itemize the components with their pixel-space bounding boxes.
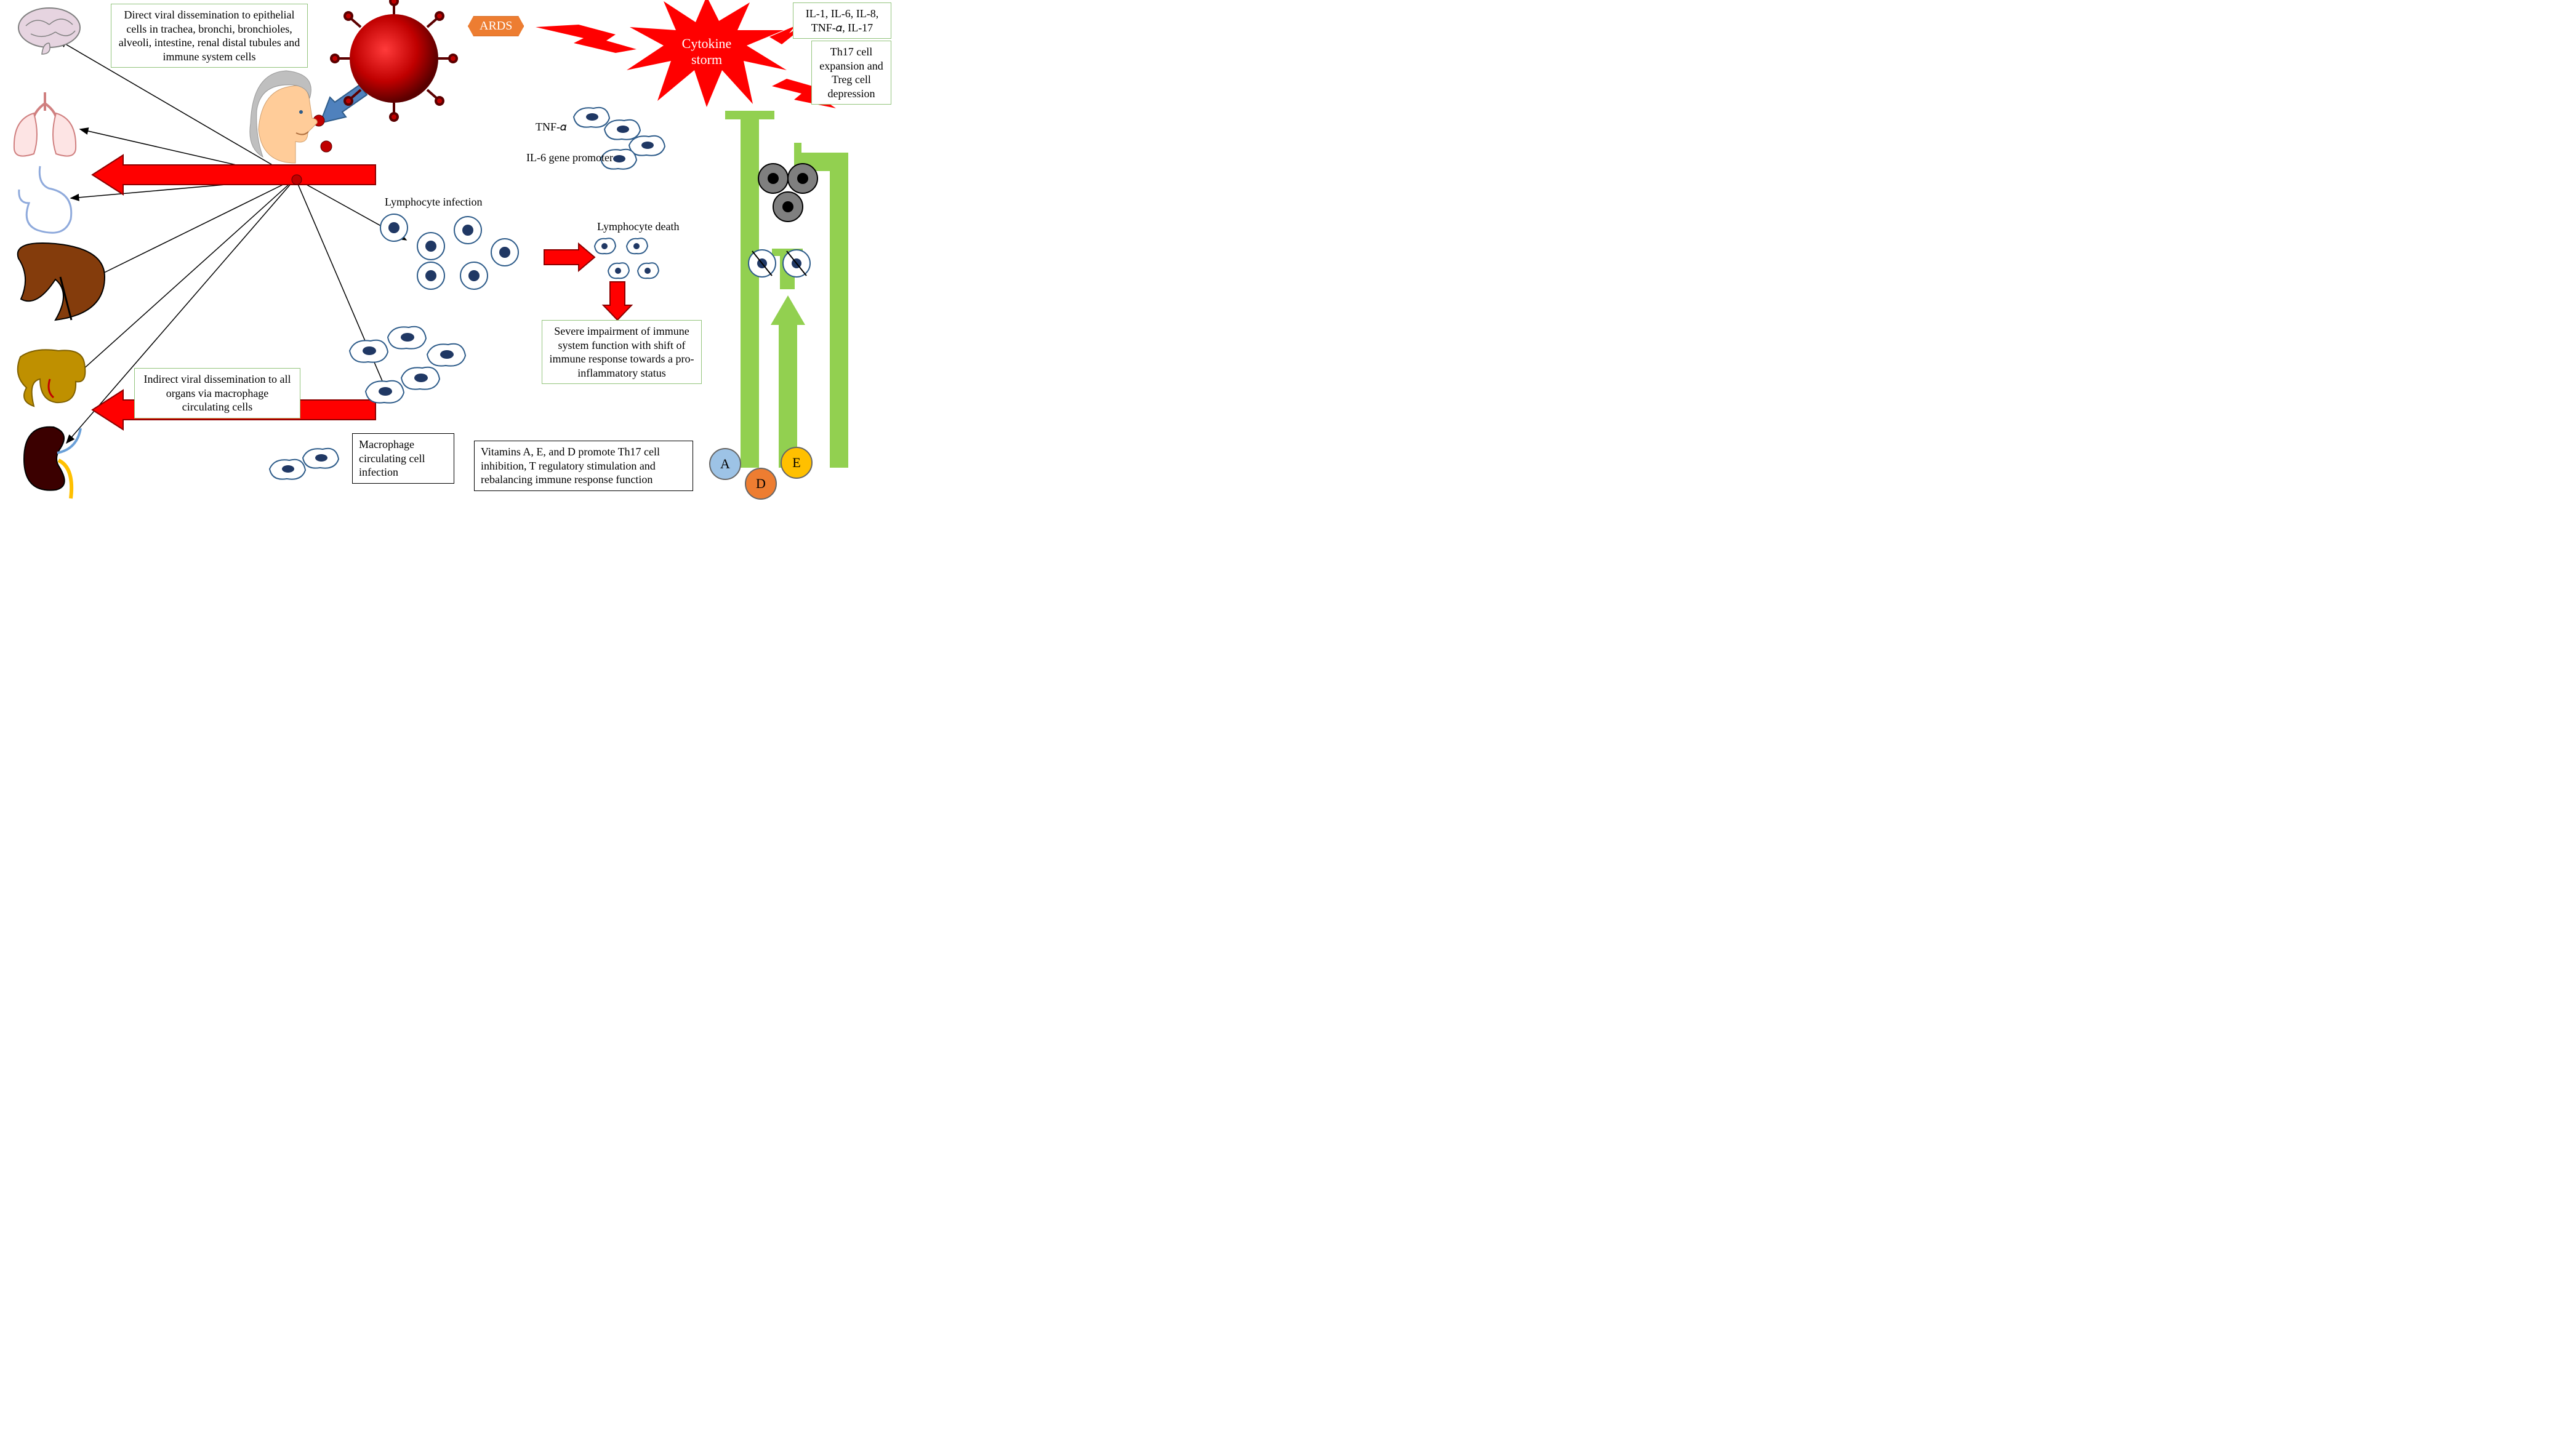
vitamins-box: Vitamins A, E, and D promote Th17 cell i… xyxy=(474,441,693,491)
il6-promoter-label: IL-6 gene promoter xyxy=(526,151,613,165)
macrophages-bottom xyxy=(270,449,339,479)
macrophage-infection-box: Macrophage circulating cell infection xyxy=(352,433,454,484)
green-arrows-group xyxy=(725,111,848,468)
th17-expansion-box: Th17 cell expansion and Treg cell depres… xyxy=(811,41,891,105)
virus-icon xyxy=(331,0,457,121)
liver-icon xyxy=(18,243,105,320)
macrophages-center xyxy=(350,327,465,403)
il-list-box: IL-1, IL-6, IL-8, TNF-𝛼, IL-17 xyxy=(793,2,891,39)
cytokine-storm-starburst: Cytokine storm xyxy=(627,0,787,107)
vitamin-e-circle: E xyxy=(781,447,813,479)
dead-lymphocytes xyxy=(595,238,659,278)
impairment-box: Severe impairment of immune system funct… xyxy=(542,320,702,384)
face-icon xyxy=(250,71,317,163)
lymphocytes xyxy=(380,214,518,289)
brain-icon xyxy=(18,8,80,54)
direct-dissemination-box: Direct viral dissemination to epithelial… xyxy=(111,4,308,68)
lungs-icon xyxy=(14,92,76,156)
stomach-icon xyxy=(19,166,71,233)
infographic-canvas: Direct viral dissemination to epithelial… xyxy=(0,0,893,511)
kidney-icon xyxy=(24,427,81,498)
treg-cells xyxy=(758,164,817,222)
vitamin-a-circle: A xyxy=(709,448,741,480)
lymphocyte-death-label: Lymphocyte death xyxy=(597,220,679,234)
indirect-dissemination-box: Indirect viral dissemination to all orga… xyxy=(134,368,300,418)
tnf-alpha-label: TNF-𝛼 xyxy=(536,121,566,134)
ards-badge: ARDS xyxy=(468,16,524,36)
treg-depleted xyxy=(749,250,810,277)
virus-particles xyxy=(292,115,332,185)
intestine-icon xyxy=(18,350,86,406)
vitamin-d-circle: D xyxy=(745,468,777,500)
blue-arrow xyxy=(320,85,367,123)
lymphocyte-infection-label: Lymphocyte infection xyxy=(385,196,482,209)
cytokine-storm-label: Cytokine storm xyxy=(667,36,747,68)
